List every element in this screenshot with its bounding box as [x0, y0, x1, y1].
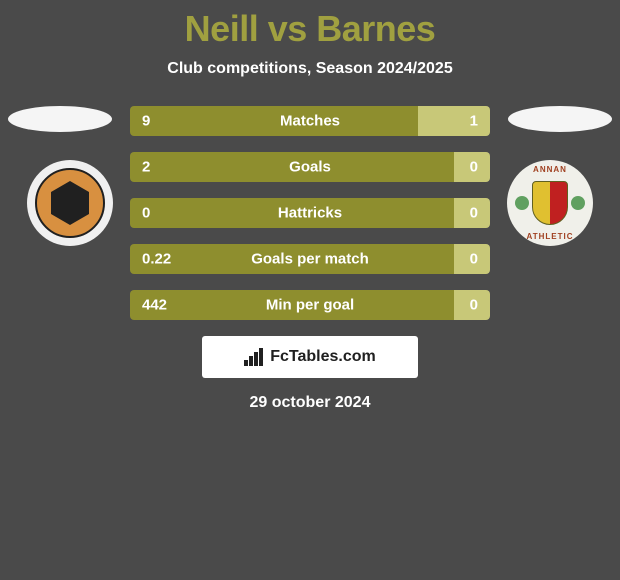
right-team-crest: ANNAN ATHLETIC [507, 160, 593, 246]
stat-row: 0 0 Hattricks [130, 198, 490, 228]
right-player-shadow [508, 106, 612, 132]
stat-label: Hattricks [278, 205, 342, 222]
stat-row: 9 1 Matches [130, 106, 490, 136]
page-title: Neill vs Barnes [0, 0, 620, 50]
footer-brand: FcTables.com [202, 336, 418, 378]
stat-row: 2 0 Goals [130, 152, 490, 182]
right-crest-text-bottom: ATHLETIC [507, 232, 593, 241]
stat-label: Min per goal [266, 297, 354, 314]
left-player-shadow [8, 106, 112, 132]
stats-bars: 9 1 Matches 2 0 Goals 0 0 Hattricks 0.22 0 Goals pe… [130, 106, 490, 320]
stat-value-left: 0 [142, 205, 150, 222]
stat-value-left: 0.22 [142, 251, 171, 268]
stat-bar-left [130, 106, 418, 136]
stat-label: Goals [289, 159, 331, 176]
stat-row: 442 0 Min per goal [130, 290, 490, 320]
subtitle: Club competitions, Season 2024/2025 [0, 60, 620, 78]
stat-value-right: 0 [470, 251, 478, 268]
stat-value-right: 0 [470, 205, 478, 222]
stat-row: 0.22 0 Goals per match [130, 244, 490, 274]
stat-value-right: 1 [470, 113, 478, 130]
right-crest-text-top: ANNAN [507, 165, 593, 174]
stat-bar-right [418, 106, 490, 136]
stat-value-left: 442 [142, 297, 167, 314]
left-team-crest [27, 160, 113, 246]
stat-value-right: 0 [470, 159, 478, 176]
stat-value-right: 0 [470, 297, 478, 314]
bar-chart-icon [244, 348, 266, 366]
snapshot-date: 29 october 2024 [0, 394, 620, 412]
stat-value-left: 9 [142, 113, 150, 130]
comparison-area: ANNAN ATHLETIC 9 1 Matches 2 0 Goals 0 0 Hattric… [0, 106, 620, 320]
stat-label: Goals per match [251, 251, 369, 268]
stat-value-left: 2 [142, 159, 150, 176]
footer-brand-text: FcTables.com [270, 348, 376, 366]
stat-label: Matches [280, 113, 340, 130]
